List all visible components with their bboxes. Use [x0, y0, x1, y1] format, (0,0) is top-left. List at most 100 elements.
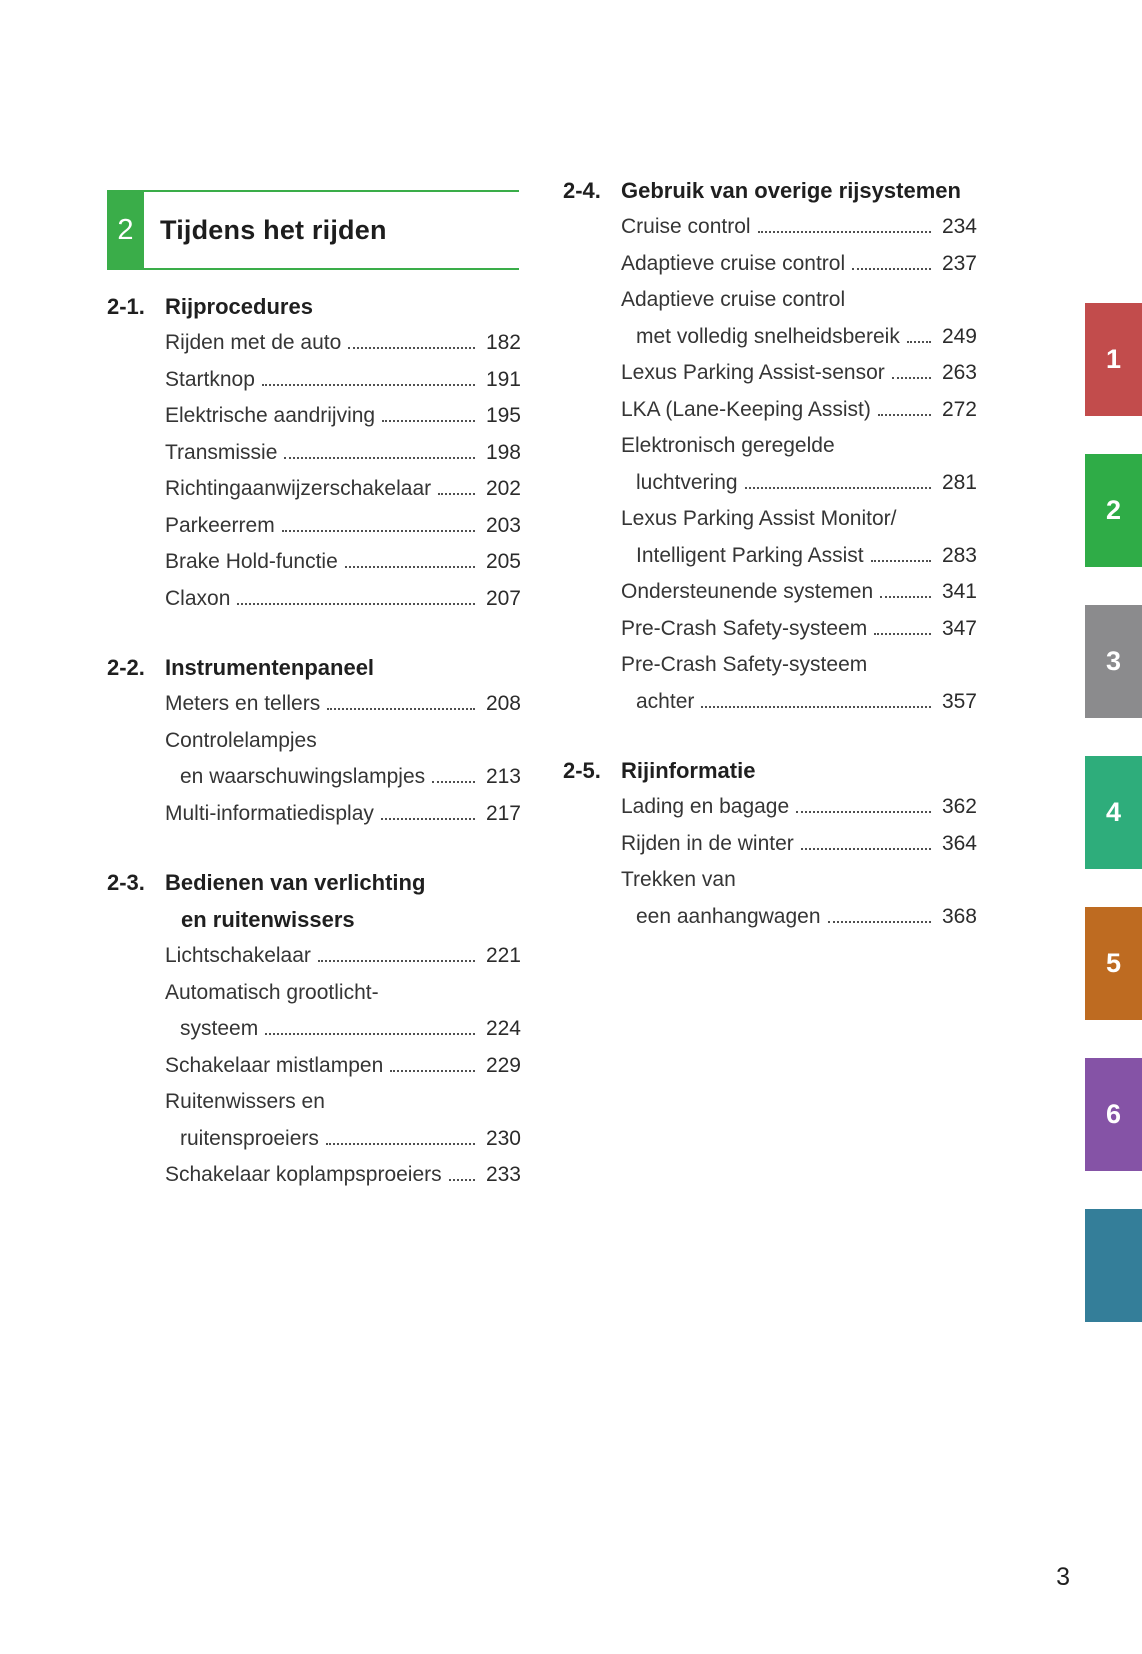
toc-section-2-4: 2-4. Gebruik van overige rijsystemen Cruis…: [563, 172, 977, 720]
chapter-tab-5[interactable]: 5: [1085, 907, 1142, 1020]
toc-entry-line: achter 357: [563, 684, 977, 721]
section-title: Gebruik van overige rijsystemen: [621, 172, 977, 209]
entry-page-number: 233: [485, 1163, 521, 1186]
section-number: 2-4.: [563, 178, 601, 203]
toc-entry-line: Lichtschakelaar 221: [107, 938, 521, 975]
section-title: Instrumentenpaneel: [165, 649, 521, 686]
toc-entry[interactable]: Schakelaar mistlampen 229: [107, 1048, 521, 1085]
toc-entry[interactable]: Adaptieve cruise control 237: [563, 246, 977, 283]
entry-page-number: 283: [941, 543, 977, 567]
chapter-tab-1[interactable]: 1: [1085, 303, 1142, 416]
section-title: Rijinformatie: [621, 752, 977, 789]
entry-label: Cruise control: [621, 215, 751, 238]
toc-entry[interactable]: Elektrische aandrijving 195: [107, 398, 521, 435]
dot-leader: [796, 811, 931, 813]
toc-entry-line: Startknop 191: [107, 362, 521, 399]
chapter-tab-label: 5: [1105, 948, 1122, 978]
toc-entry[interactable]: Cruise control 234: [563, 209, 977, 246]
section-heading: 2-3. Bedienen van verlichting en ruitenwis…: [107, 864, 521, 938]
toc-entry[interactable]: Startknop 191: [107, 362, 521, 399]
toc-entry[interactable]: Lading en bagage 362: [563, 789, 977, 826]
toc-entry[interactable]: Parkeerrem 203: [107, 508, 521, 545]
entry-page-number: 217: [485, 801, 521, 825]
entry-page-number: 205: [485, 550, 521, 573]
toc-entry[interactable]: Multi-informatiedisplay 217: [107, 796, 521, 833]
dot-leader: [870, 559, 931, 562]
section-number: 2-5.: [563, 758, 601, 783]
entry-label: met volledig snelheidsbereik: [636, 324, 900, 348]
entry-label: systeem: [180, 1017, 259, 1040]
toc-entry[interactable]: Transmissie 198: [107, 435, 521, 472]
dot-leader: [325, 1142, 475, 1145]
chapter-title: Tijdens het rijden: [160, 214, 387, 245]
entry-page-number: 263: [941, 361, 977, 384]
toc-entry-line: Pre-Crash Safety-systeem 347: [563, 611, 977, 648]
entry-page-number: 203: [485, 513, 521, 537]
toc-entry-line: Elektrische aandrijving 195: [107, 398, 521, 435]
dot-leader: [880, 596, 931, 598]
entry-page-number: 182: [485, 331, 521, 354]
entry-label: Lexus Parking Assist Monitor/: [621, 507, 897, 530]
toc-entry-line: met volledig snelheidsbereik 249: [563, 319, 977, 356]
dot-leader: [344, 566, 475, 568]
entry-label: Multi-informatiedisplay: [165, 801, 374, 825]
toc-entry[interactable]: Ruitenwissers en ruitensproeiers 230: [107, 1084, 521, 1157]
toc-entry[interactable]: Adaptieve cruise control met volledig sne…: [563, 282, 977, 355]
toc-entry[interactable]: Automatisch grootlicht-systeem 224: [107, 975, 521, 1048]
toc-entry[interactable]: Claxon 207: [107, 581, 521, 618]
toc-entry[interactable]: Pre-Crash Safety-systeem achter 357: [563, 647, 977, 720]
chapter-tab-unlabeled[interactable]: [1085, 1209, 1142, 1322]
toc-entry[interactable]: Lichtschakelaar 221: [107, 938, 521, 975]
dot-leader: [390, 1069, 475, 1072]
toc-entry[interactable]: Schakelaar koplampsproeiers 233: [107, 1157, 521, 1194]
section-title-line: Rijprocedures: [165, 294, 313, 319]
chapter-tab-3[interactable]: 3: [1085, 605, 1142, 718]
chapter-tab-2[interactable]: 2: [1085, 454, 1142, 567]
page-number: 3: [1056, 1563, 1070, 1591]
chapter-tab-6[interactable]: 6: [1085, 1058, 1142, 1171]
entry-label: Automatisch grootlicht-: [165, 980, 379, 1004]
toc-entry[interactable]: Ondersteunende systemen 341: [563, 574, 977, 611]
entry-page-number: 208: [485, 692, 521, 715]
toc-section-2-2: 2-2. Instrumentenpaneel Meters en tellers 2…: [107, 649, 521, 832]
toc-entry[interactable]: Trekken van een aanhangwagen 368: [563, 862, 977, 935]
entry-label: achter: [636, 689, 695, 713]
entry-label: Lichtschakelaar: [165, 944, 311, 967]
dot-leader: [438, 493, 475, 495]
toc-entry[interactable]: Lexus Parking Assist-sensor 263: [563, 355, 977, 392]
toc-entry[interactable]: Brake Hold-functie 205: [107, 544, 521, 581]
toc-entry[interactable]: Controlelampjes en waarschuwingslampjes 21…: [107, 723, 521, 796]
toc-section-2-5: 2-5. Rijinformatie Lading en bagage 362 Rijd…: [563, 752, 977, 935]
chapter-tab-label: 4: [1105, 797, 1122, 827]
entry-page-number: 198: [485, 440, 521, 464]
toc-entry-line: een aanhangwagen 368: [563, 899, 977, 936]
toc-entry[interactable]: Elektronisch geregelde luchtvering 281: [563, 428, 977, 501]
toc-entry-line: ruitensproeiers 230: [107, 1121, 521, 1158]
entry-label: Pre-Crash Safety-systeem: [621, 616, 868, 640]
toc-entry-line: Elektronisch geregelde: [563, 428, 977, 465]
toc-entry-line: Brake Hold-functie 205: [107, 544, 521, 581]
chapter-tab-4[interactable]: 4: [1085, 756, 1142, 869]
toc-column-right: 2-4. Gebruik van overige rijsystemen Cruis…: [563, 172, 977, 967]
toc-entry[interactable]: Rijden in de winter 364: [563, 826, 977, 863]
section-title-line: Instrumentenpaneel: [165, 655, 375, 680]
dot-leader: [237, 602, 475, 605]
toc-entry-line: Transmissie 198: [107, 435, 521, 472]
entry-page-number: 347: [941, 616, 977, 640]
entry-page-number: 249: [941, 324, 977, 348]
entry-label: Rijden met de auto: [165, 331, 342, 354]
entry-label: Parkeerrem: [165, 513, 275, 537]
toc-entry[interactable]: Meters en tellers 208: [107, 686, 521, 723]
toc-entry[interactable]: Richtingaanwijzerschakelaar 202: [107, 471, 521, 508]
toc-entry[interactable]: Pre-Crash Safety-systeem 347: [563, 611, 977, 648]
entry-page-number: 229: [485, 1053, 521, 1077]
section-number: 2-3.: [107, 870, 145, 895]
entry-label: Transmissie: [165, 440, 278, 464]
toc-entry[interactable]: LKA (Lane-Keeping Assist) 272: [563, 392, 977, 429]
chapter-tab-label: 2: [1105, 495, 1122, 525]
section-heading: 2-2. Instrumentenpaneel: [107, 649, 521, 686]
dot-leader: [265, 1033, 475, 1035]
toc-entry-line: Lexus Parking Assist-sensor 263: [563, 355, 977, 392]
toc-entry[interactable]: Lexus Parking Assist Monitor/Intelligent…: [563, 501, 977, 574]
toc-entry[interactable]: Rijden met de auto 182: [107, 325, 521, 362]
